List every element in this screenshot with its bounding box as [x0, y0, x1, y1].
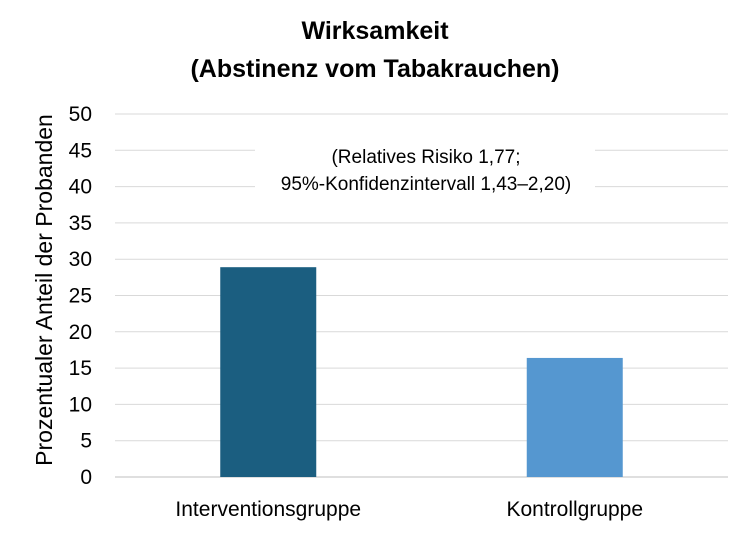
y-tick-label: 30	[69, 248, 92, 271]
y-tick-label: 10	[69, 393, 92, 416]
y-tick-label: 15	[69, 357, 92, 380]
y-tick-label: 50	[69, 103, 92, 126]
y-tick-label: 45	[69, 139, 92, 162]
annotation-line-1: (Relatives Risiko 1,77;	[331, 147, 520, 168]
y-tick-label: 5	[80, 430, 92, 453]
y-tick-label: 25	[69, 285, 92, 308]
annotation-line-2: 95%-Konfidenzintervall 1,43–2,20)	[281, 174, 571, 195]
y-tick-label: 20	[69, 321, 92, 344]
bar-interventionsgruppe	[220, 267, 317, 477]
y-axis-label: Prozentualer Anteil der Probanden	[31, 114, 57, 466]
y-tick-label: 35	[69, 212, 92, 235]
chart-subtitle: (Abstinenz vom Tabakrauchen)	[190, 55, 560, 83]
annotation-background	[255, 140, 595, 198]
y-tick-label: 40	[69, 176, 92, 199]
x-tick-label: Interventionsgruppe	[175, 498, 361, 521]
y-tick-label: 0	[80, 466, 92, 489]
bar-kontrollgruppe	[526, 357, 623, 477]
x-tick-label: Kontrollgruppe	[506, 498, 643, 521]
chart-title: Wirksamkeit	[301, 17, 449, 45]
